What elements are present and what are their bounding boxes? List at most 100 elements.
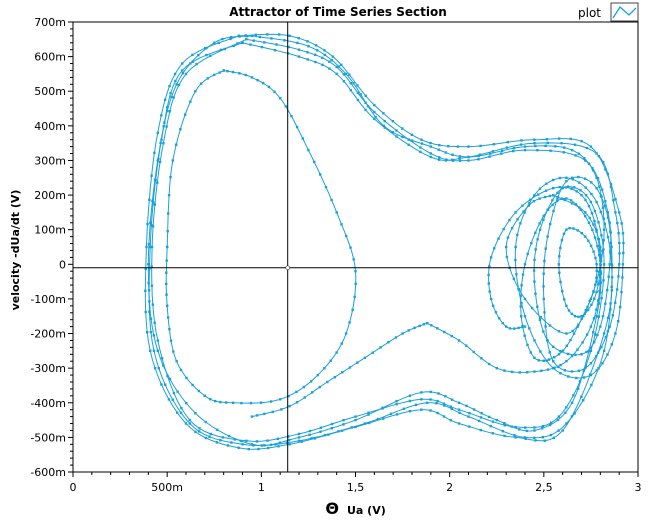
data-point — [585, 350, 588, 354]
data-point — [602, 248, 605, 251]
data-point — [477, 154, 480, 158]
x-tick-label: 2 — [446, 481, 453, 494]
data-point — [401, 135, 404, 139]
data-point — [557, 415, 561, 418]
data-point — [602, 349, 606, 352]
data-point — [533, 138, 536, 141]
data-point — [166, 245, 169, 249]
data-point — [522, 210, 525, 213]
y-tick-label: 100m — [34, 224, 66, 237]
data-point — [534, 439, 537, 442]
data-point — [539, 350, 542, 353]
data-point — [538, 318, 542, 321]
data-point — [519, 294, 522, 298]
data-point — [593, 220, 596, 223]
data-point — [514, 211, 517, 214]
data-point — [598, 185, 601, 188]
data-point — [175, 360, 178, 363]
legend[interactable]: plot — [578, 2, 639, 22]
data-point — [526, 343, 529, 347]
data-point — [487, 273, 490, 277]
data-point — [219, 400, 222, 404]
data-point — [152, 349, 156, 352]
data-point — [169, 92, 172, 95]
data-point — [318, 385, 321, 389]
data-point — [580, 315, 583, 318]
data-point — [597, 315, 600, 318]
data-point — [537, 359, 540, 362]
data-point — [573, 314, 577, 318]
data-point — [620, 290, 623, 294]
data-point — [582, 314, 585, 318]
data-point — [156, 131, 159, 134]
data-point — [356, 84, 359, 87]
data-point — [340, 223, 343, 226]
data-point — [519, 305, 522, 308]
data-point — [353, 295, 356, 299]
data-point — [344, 72, 348, 76]
data-point — [600, 345, 603, 349]
data-point — [602, 161, 605, 164]
data-point — [373, 117, 376, 121]
data-point — [544, 144, 547, 147]
data-point — [219, 48, 222, 52]
cursor-marker[interactable] — [285, 265, 290, 271]
data-point — [565, 176, 568, 179]
data-point — [407, 143, 410, 146]
data-point — [497, 317, 501, 320]
data-point — [533, 193, 536, 197]
data-point — [518, 371, 521, 374]
data-point — [297, 48, 301, 51]
data-point — [600, 297, 603, 300]
data-point — [263, 412, 266, 416]
data-point — [420, 391, 423, 394]
data-point — [197, 54, 200, 57]
data-point — [323, 367, 326, 370]
data-point — [557, 365, 560, 369]
data-point — [429, 152, 432, 155]
data-point — [503, 422, 506, 425]
data-point — [401, 332, 404, 335]
data-point — [533, 258, 536, 261]
data-point — [297, 37, 300, 40]
data-point — [191, 53, 194, 57]
data-point — [618, 211, 621, 214]
data-point — [149, 349, 152, 352]
data-point — [225, 401, 228, 404]
data-point — [567, 185, 570, 188]
data-point — [541, 427, 544, 430]
data-point — [437, 158, 441, 161]
data-point — [297, 432, 301, 436]
data-point — [465, 344, 468, 347]
data-point — [171, 398, 174, 401]
data-point — [203, 394, 206, 397]
data-point — [573, 412, 576, 415]
data-point — [273, 90, 276, 93]
data-point — [364, 108, 367, 112]
data-point — [543, 195, 547, 199]
data-point — [158, 160, 162, 164]
data-point — [582, 376, 586, 379]
data-point — [206, 77, 209, 80]
data-point — [587, 350, 591, 353]
data-point — [477, 158, 480, 161]
data-point — [335, 351, 338, 354]
data-point — [226, 444, 230, 447]
data-point — [144, 267, 147, 271]
data-point — [217, 41, 220, 45]
data-point — [189, 100, 192, 103]
data-point — [147, 289, 151, 292]
data-point — [510, 370, 514, 374]
data-point — [523, 145, 527, 148]
data-point — [260, 45, 264, 49]
data-point — [169, 175, 172, 179]
data-point — [579, 189, 582, 192]
data-point — [150, 224, 153, 227]
data-point — [533, 370, 536, 373]
data-point — [565, 406, 568, 409]
data-point — [337, 65, 341, 68]
data-point — [356, 361, 359, 364]
data-point — [364, 94, 367, 97]
data-point — [503, 369, 506, 372]
data-point — [614, 301, 617, 304]
